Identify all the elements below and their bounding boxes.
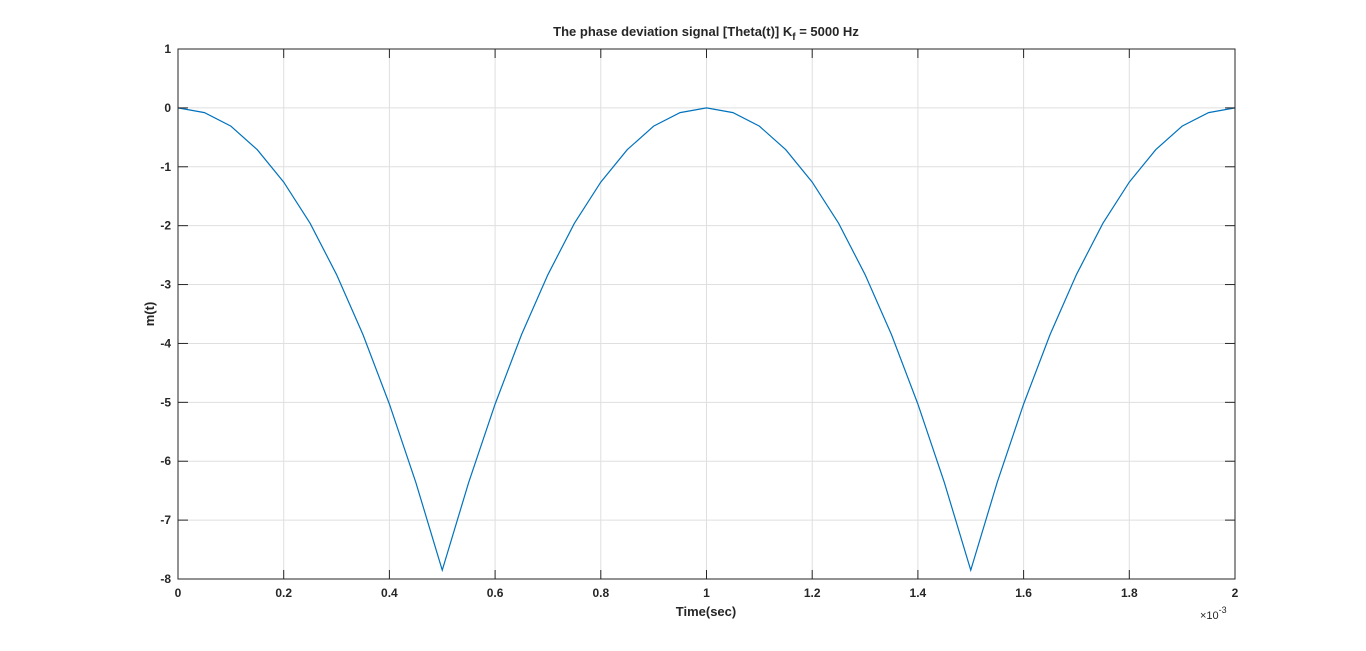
- y-tick-label: -8: [160, 572, 171, 586]
- y-axis-label: m(t): [142, 302, 157, 327]
- x-tick-label: 1.4: [910, 586, 927, 600]
- y-tick-label: -2: [160, 219, 171, 233]
- y-tick-label: -1: [160, 160, 171, 174]
- y-tick-label: -7: [160, 513, 171, 527]
- ticks: [177, 48, 1236, 580]
- x-tick-label: 1.2: [804, 586, 821, 600]
- chart-title: The phase deviation signal [Theta(t)] Kf…: [553, 24, 859, 43]
- chart-title-suffix: = 5000 Hz: [796, 24, 860, 39]
- y-tick-label: -5: [160, 395, 171, 409]
- x-tick-label: 0.4: [381, 586, 398, 600]
- series-group: [177, 107, 1236, 573]
- chart-title-subscript: f: [792, 32, 796, 43]
- y-tick-labels: 1 0 -1 -2 -3 -4 -5 -6 -7 -8: [160, 42, 171, 586]
- x-tick-label: 1.6: [1015, 586, 1032, 600]
- x-tick-label: 1.8: [1121, 586, 1138, 600]
- y-tick-label: -6: [160, 454, 171, 468]
- x-tick-label: 0.2: [275, 586, 292, 600]
- x-axis-label: Time(sec): [676, 604, 736, 619]
- x-axis-multiplier: ×10-3: [1200, 605, 1227, 622]
- x-tick-label: 2: [1232, 586, 1239, 600]
- x-axis-multiplier-base: ×10: [1200, 610, 1219, 622]
- series-line: [177, 107, 1236, 573]
- chart-title-main: The phase deviation signal [Theta(t)] K: [553, 24, 793, 39]
- x-tick-label: 0.8: [592, 586, 609, 600]
- grid: [178, 49, 1235, 579]
- y-tick-label: -3: [160, 278, 171, 292]
- x-tick-label: 1: [703, 586, 710, 600]
- y-tick-label: 0: [164, 101, 171, 115]
- y-tick-label: 1: [164, 42, 171, 56]
- x-tick-label: 0.6: [487, 586, 504, 600]
- x-axis-multiplier-exponent: -3: [1219, 605, 1227, 615]
- y-tick-label: -4: [160, 336, 171, 350]
- x-tick-labels: 0 0.2 0.4 0.6 0.8 1 1.2 1.4 1.6 1.8 2: [175, 586, 1239, 600]
- x-tick-label: 0: [175, 586, 182, 600]
